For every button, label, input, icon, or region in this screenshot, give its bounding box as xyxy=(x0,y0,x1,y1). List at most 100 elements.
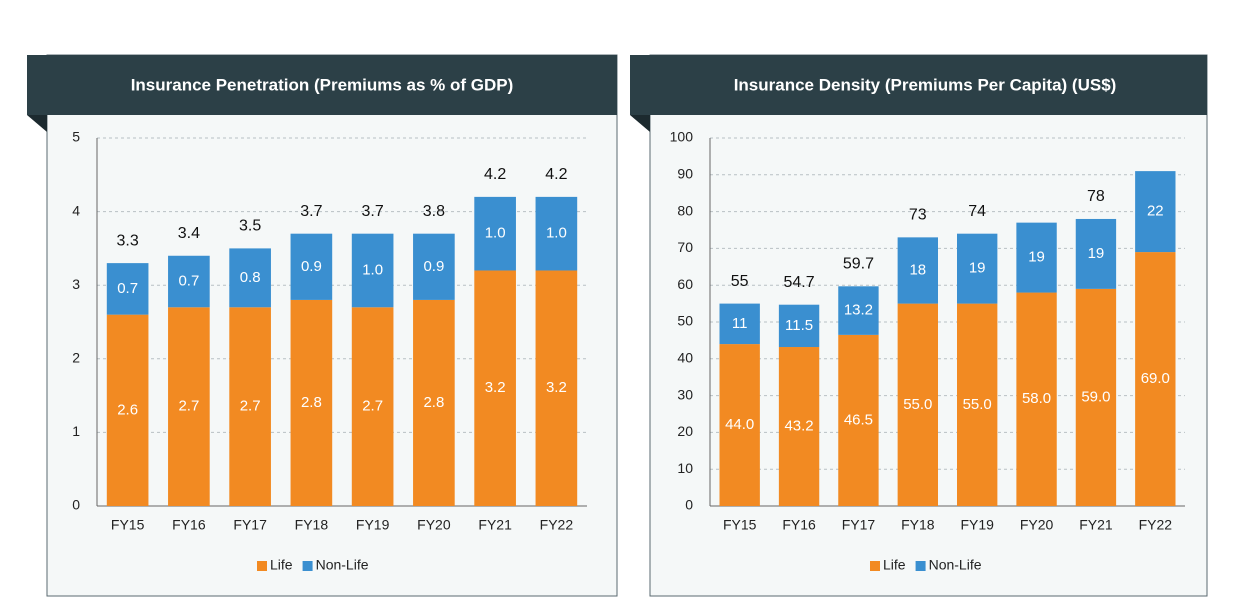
data-label: 1.0 xyxy=(362,261,383,278)
bar-segment xyxy=(1135,171,1176,253)
bar-segment xyxy=(168,307,210,506)
bar-segment xyxy=(957,233,998,304)
data-label: 55.0 xyxy=(963,396,992,413)
total-label: 3.7 xyxy=(300,203,322,220)
total-label: 73 xyxy=(909,207,927,224)
x-tick-label: FY20 xyxy=(417,517,451,533)
y-tick-label: 10 xyxy=(677,460,693,476)
x-tick-label: FY17 xyxy=(233,517,267,533)
y-tick-label: 5 xyxy=(72,129,80,145)
data-label: 59.0 xyxy=(1081,388,1110,405)
x-tick-label: FY21 xyxy=(478,517,512,533)
data-label: 46.5 xyxy=(844,411,873,428)
y-tick-label: 60 xyxy=(677,276,693,292)
data-label: 69.0 xyxy=(1141,370,1170,387)
total-label: 4.2 xyxy=(545,166,567,183)
data-label: 11 xyxy=(732,315,748,332)
bar-segment xyxy=(778,304,820,348)
total-label: 54.7 xyxy=(783,274,814,291)
bar-segment xyxy=(229,248,271,308)
x-tick-label: FY18 xyxy=(295,517,329,533)
y-tick-label: 40 xyxy=(677,350,693,366)
data-label: 0.8 xyxy=(240,269,261,286)
data-label: 19 xyxy=(1088,245,1105,262)
bar-segment xyxy=(290,299,333,506)
data-label: 0.9 xyxy=(301,258,322,275)
bar-segment xyxy=(351,307,394,506)
bar-segment xyxy=(897,303,938,506)
legend-swatch xyxy=(302,561,313,571)
bar-segment xyxy=(838,286,879,335)
legend-swatch xyxy=(870,561,880,571)
x-tick-label: FY15 xyxy=(723,517,757,533)
data-label: 18 xyxy=(909,261,926,278)
x-tick-label: FY15 xyxy=(111,517,145,533)
bar-segment xyxy=(897,237,938,304)
header-fold xyxy=(27,115,47,132)
bar-segment xyxy=(413,299,455,506)
data-label: 13.2 xyxy=(844,302,873,319)
bar-segment xyxy=(778,347,820,506)
x-tick-label: FY18 xyxy=(901,517,935,533)
y-tick-label: 3 xyxy=(72,276,80,292)
y-tick-label: 100 xyxy=(670,129,694,145)
bar-segment xyxy=(719,303,760,345)
bar-segment xyxy=(106,263,149,315)
bar-segment xyxy=(1075,218,1117,289)
legend-label: Life xyxy=(270,557,293,573)
bar-segment xyxy=(351,233,394,308)
data-label: 2.8 xyxy=(301,394,322,411)
data-label: 44.0 xyxy=(725,416,754,433)
data-label: 0.9 xyxy=(423,258,444,275)
total-label: 3.4 xyxy=(178,225,200,242)
data-label: 1.0 xyxy=(485,225,506,242)
bar-segment xyxy=(1075,288,1117,506)
data-label: 22 xyxy=(1147,203,1164,220)
bar-segment xyxy=(535,270,578,506)
y-tick-label: 2 xyxy=(72,350,80,366)
total-label: 4.2 xyxy=(484,166,506,183)
total-label: 78 xyxy=(1087,188,1105,205)
y-tick-label: 4 xyxy=(72,202,80,218)
x-tick-label: FY20 xyxy=(1020,517,1054,533)
bar-segment xyxy=(1135,252,1176,506)
y-tick-label: 70 xyxy=(677,239,693,255)
x-tick-label: FY22 xyxy=(540,517,574,533)
y-tick-label: 20 xyxy=(677,423,693,439)
chart-title: Insurance Penetration (Premiums as % of … xyxy=(131,75,514,94)
data-label: 2.7 xyxy=(240,398,261,415)
bar-segment xyxy=(474,270,516,506)
panel-header xyxy=(630,55,1207,115)
data-label: 43.2 xyxy=(784,417,813,434)
y-tick-label: 0 xyxy=(685,497,693,513)
x-tick-label: FY21 xyxy=(1079,517,1113,533)
data-label: 19 xyxy=(1028,249,1045,266)
total-label: 55 xyxy=(731,273,749,290)
data-label: 2.7 xyxy=(362,398,383,415)
chart-title: Insurance Density (Premiums Per Capita) … xyxy=(734,75,1117,94)
bar-segment xyxy=(535,196,578,271)
legend-swatch xyxy=(257,561,267,571)
x-tick-label: FY16 xyxy=(172,517,206,533)
data-label: 0.7 xyxy=(178,272,199,289)
total-label: 3.8 xyxy=(423,203,445,220)
total-label: 59.7 xyxy=(843,256,874,273)
bar-segment xyxy=(1016,222,1057,293)
x-tick-label: FY19 xyxy=(356,517,390,533)
data-label: 19 xyxy=(969,260,986,277)
panel-header xyxy=(27,55,617,115)
bar-segment xyxy=(413,233,455,300)
bar-segment xyxy=(290,233,333,300)
x-tick-label: FY16 xyxy=(782,517,816,533)
data-label: 0.7 xyxy=(117,280,138,297)
data-label: 3.2 xyxy=(485,379,506,396)
bar-segment xyxy=(168,255,210,308)
legend-swatch xyxy=(915,561,926,571)
header-fold xyxy=(630,115,650,132)
bar-segment xyxy=(474,196,516,271)
data-label: 11.5 xyxy=(785,317,813,334)
bar-segment xyxy=(229,307,271,506)
y-tick-label: 90 xyxy=(677,166,693,182)
total-label: 3.5 xyxy=(239,218,261,235)
